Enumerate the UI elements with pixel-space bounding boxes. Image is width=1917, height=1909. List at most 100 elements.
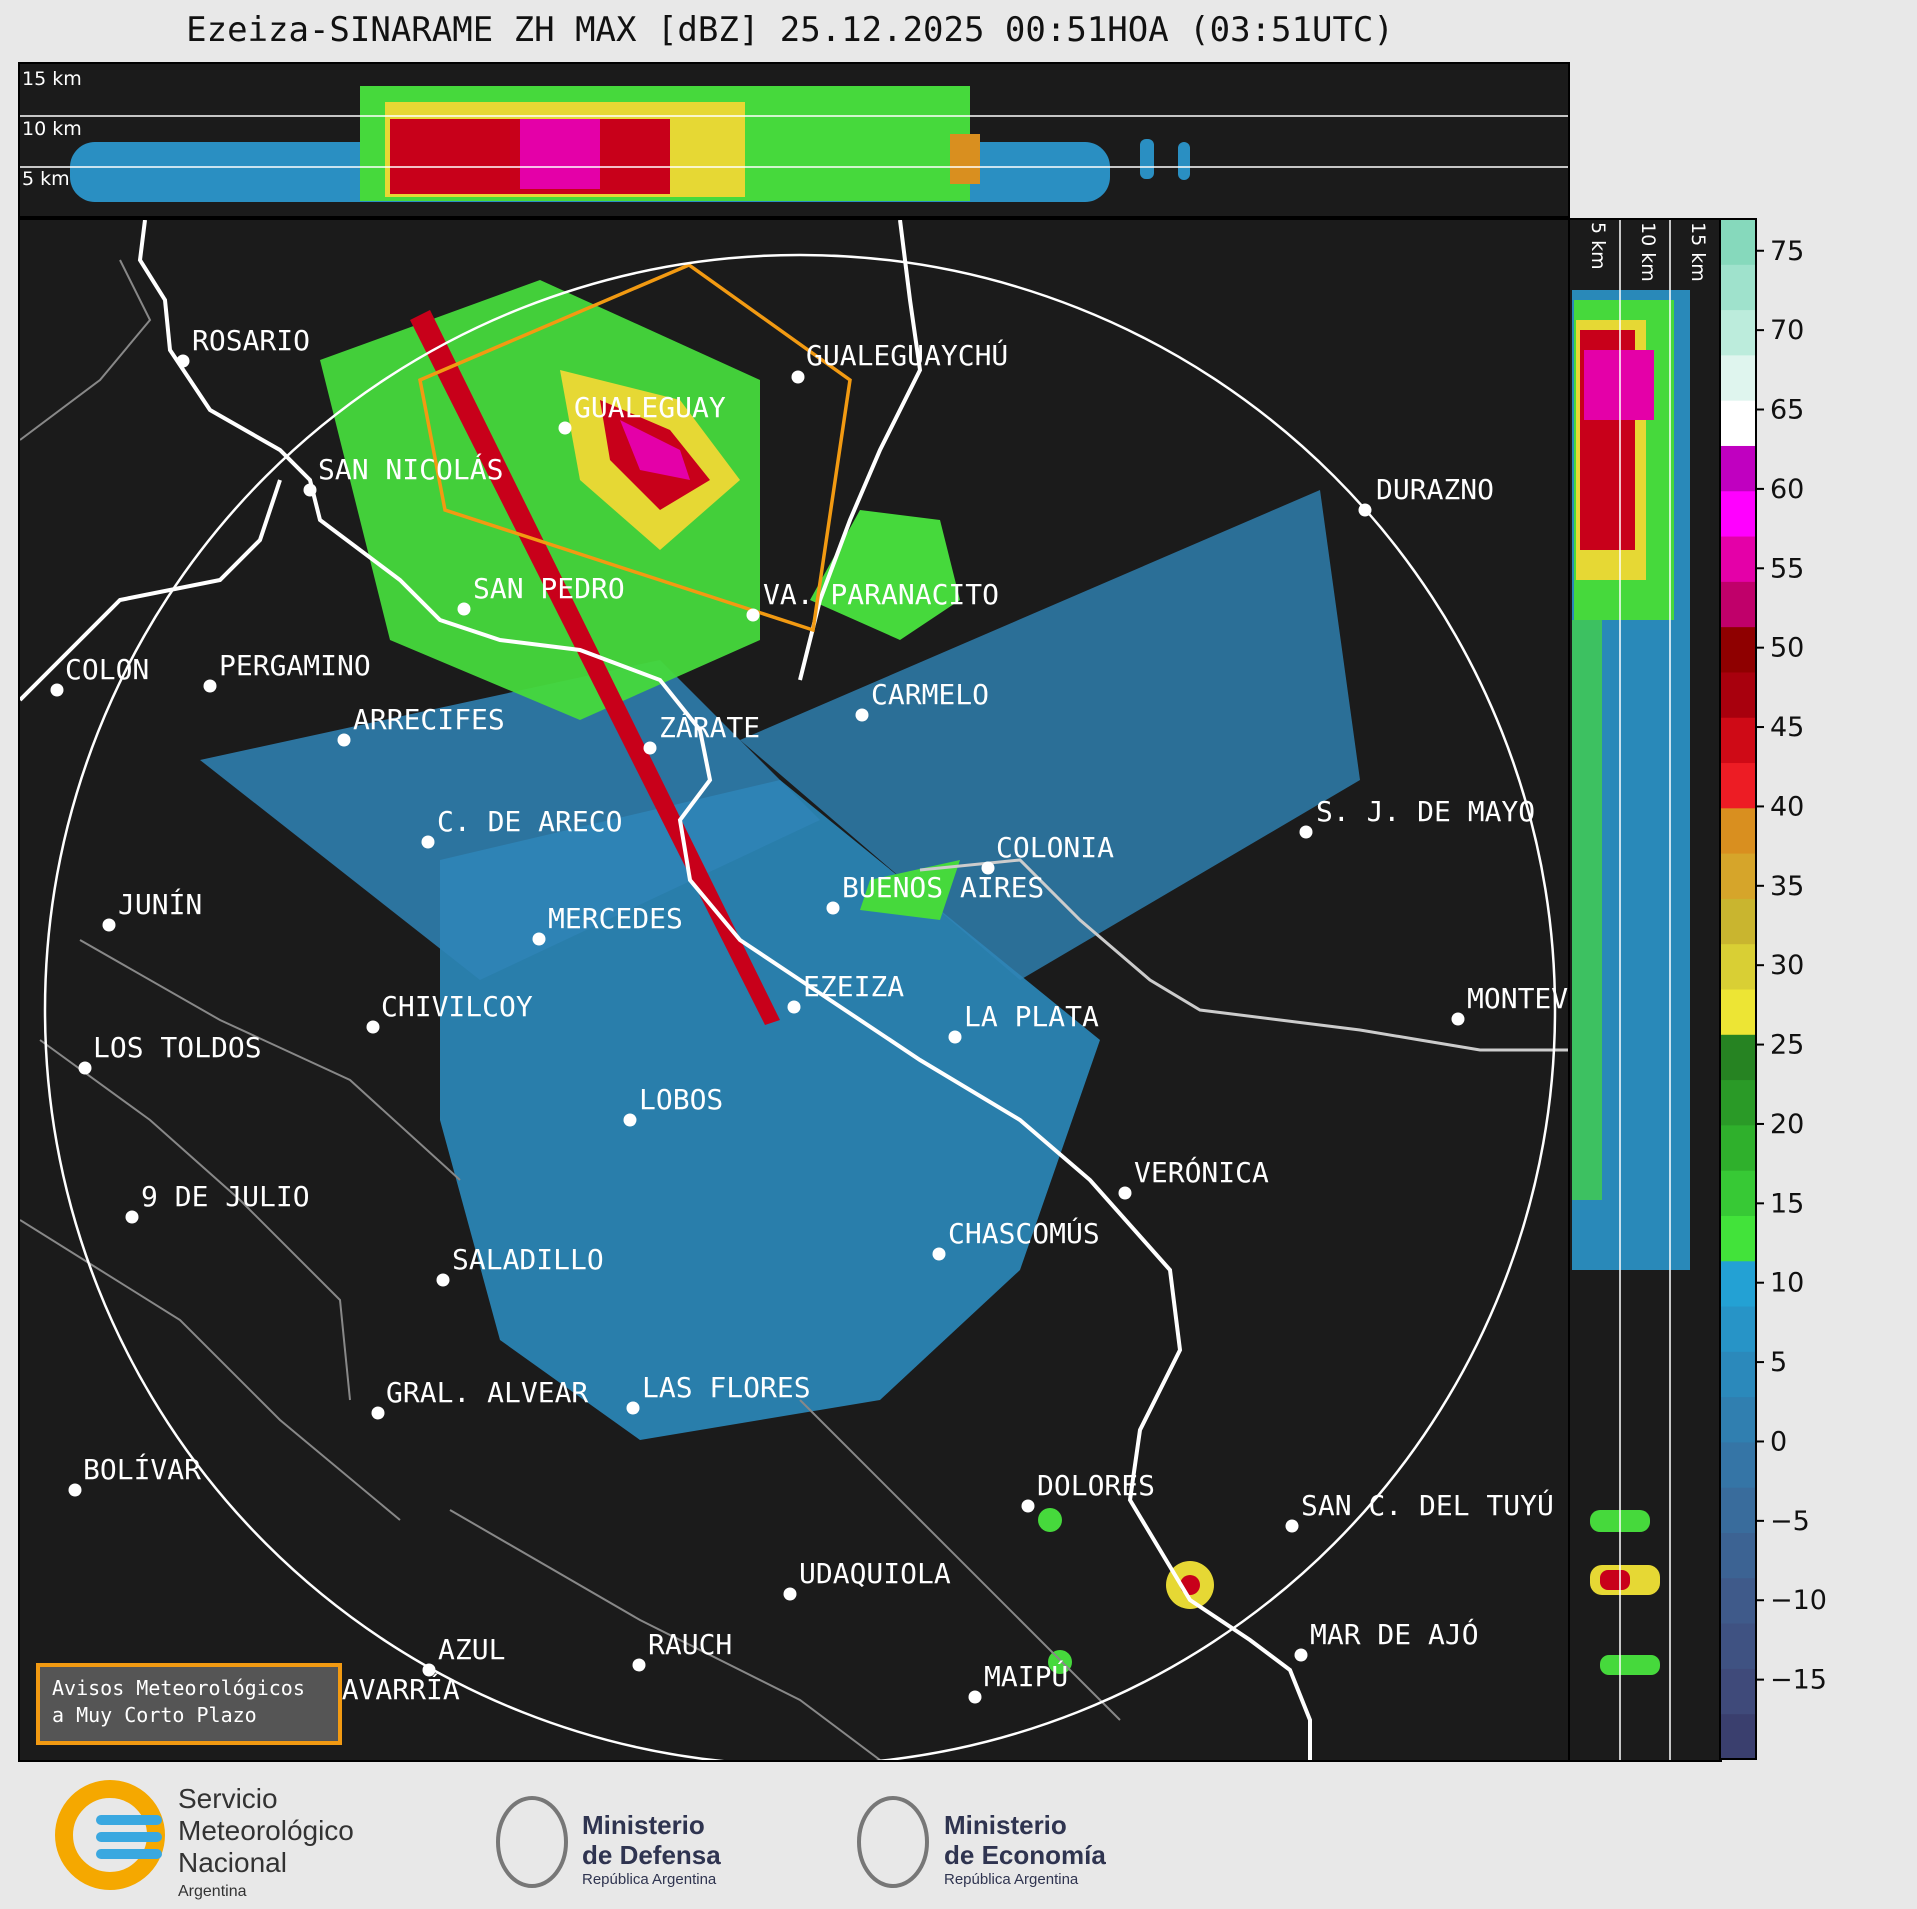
smn-line2: Meteorológico [178,1815,354,1846]
echo-right-magenta [1584,350,1654,420]
colorbar-tick-label: 15 [1770,1188,1804,1219]
city-dot [371,1406,385,1420]
defensa-line3: República Argentina [582,1871,717,1888]
city-label: COLONIA [996,831,1114,864]
city-label: MERCEDES [548,902,683,935]
city-marker: JUNÍN [102,887,202,932]
city-dot [68,1483,82,1497]
colorbar-swatch [1720,1396,1756,1443]
colorbar-tick-label: 60 [1770,474,1804,505]
colorbar-swatch [1720,853,1756,899]
city-dot [436,1273,450,1287]
city-dot [125,1210,139,1224]
radar-map-svg: ROSARIO GUALEGUAYCHÚ GUALEGUAY SAN NICOLÁS D… [20,220,1568,1760]
city-label: ZÁRATE [659,710,760,744]
city-dot [981,861,995,875]
economia-line2: de Economía [944,1840,1106,1870]
right-height-profile-panel: 5 km 10 km 15 km [1568,218,1722,1762]
city-dot [643,741,657,755]
city-label: JUNÍN [118,887,202,921]
city-marker: COLON [50,653,149,697]
river-parana-rio-de-la-plata [137,220,1312,1760]
colorbar-swatch [1720,1532,1756,1579]
colorbar-swatch [1720,536,1756,582]
city-dot [337,733,351,747]
colorbar-swatch [1720,1668,1756,1715]
city-label: C. DE ARECO [437,805,622,838]
echo-storm-east [810,510,960,640]
colorbar-tick-label: 10 [1770,1268,1804,1299]
city-dot [932,1247,946,1261]
city-marker: VERÓNICA [1118,1155,1269,1200]
city-label: BUENOS AIRES [842,871,1044,904]
colorbar-swatch [1720,1351,1756,1398]
city-marker: ZÁRATE [643,710,760,755]
colorbar-swatch [1720,309,1756,356]
height-label-right-15km: 15 km [1687,222,1709,282]
colorbar-swatch [1720,445,1756,492]
city-marker: LAS FLORES [626,1371,811,1415]
height-label-10km: 10 km [22,118,82,140]
defensa-line1: Ministerio [582,1810,705,1840]
echo-storm-magenta [620,420,690,480]
colorbar-tick-label: −5 [1770,1506,1810,1537]
city-marker: SAN NICOLÁS [303,452,503,497]
defensa-shield-icon [496,1796,568,1888]
city-dot [422,1663,436,1677]
boundary-1 [20,259,152,441]
smn-wave-1 [96,1815,162,1825]
echo-dolores-cell [1038,1508,1062,1532]
economia-shield-icon [857,1796,929,1888]
smn-logo: Servicio Meteorológico Nacional Argentin… [55,1780,354,1900]
city-label: VERÓNICA [1134,1155,1269,1189]
colorbar-tick-label: 0 [1770,1426,1787,1457]
echo-radial-streak [410,310,780,1025]
city-marker: C. DE ARECO [421,805,622,849]
top-height-profile-panel: 15 km 10 km 5 km [18,62,1570,218]
city-dot [1299,825,1313,839]
city-label: VA. PARANACITO [763,578,999,611]
city-marker: LOS TOLDOS [78,1031,262,1075]
boundaries [20,259,1121,1760]
colorbar-swatch [1720,989,1756,1035]
colorbar-swatch [1720,1306,1756,1352]
city-marker: CHIVILCOY [366,990,533,1034]
colorbar-swatch [1720,219,1756,265]
city-label: SAN C. DEL TUYÚ [1301,1488,1554,1522]
avisos-meteorologicos-button[interactable]: Avisos Meteorológicos a Muy Corto Plazo [36,1663,342,1745]
boundary-4 [449,1509,881,1760]
city-dot [1294,1648,1308,1662]
colorbar-swatch [1720,898,1756,945]
city-label: 9 DE JULIO [141,1180,310,1213]
city-marker: UDAQUIOLA [783,1557,951,1601]
boundary-6 [39,1039,351,1401]
echo-right-green-lower [1572,620,1602,1200]
colorbar-swatch [1720,1713,1756,1760]
city-dot [1118,1186,1132,1200]
city-label: RAUCH [648,1628,732,1661]
footer-logos: Servicio Meteorológico Nacional Argentin… [0,1760,1917,1909]
city-dot [176,354,190,368]
river-uruguay [798,220,923,681]
avisos-line2: a Muy Corto Plazo [52,1703,257,1727]
city-label: LOS TOLDOS [93,1031,262,1064]
colorbar-tick-label: −10 [1770,1585,1827,1616]
colorbar-frame [1719,218,1757,1760]
city-marker: GUALEGUAYCHÚ [791,338,1008,384]
city-marker: EZEIZA [787,970,904,1014]
smn-line3: Nacional [178,1847,287,1878]
colorbar-swatch [1720,1260,1756,1307]
city-label: SAN NICOLÁS [318,452,503,486]
boundary-5 [799,1399,1121,1721]
colorbar-swatch [1720,1623,1756,1669]
echo-northeast [740,490,1360,980]
city-dot [102,918,116,932]
smn-line4: Argentina [178,1883,247,1900]
city-label: BOLÍVAR [83,1452,201,1486]
colorbar-tick-label: 35 [1770,871,1804,902]
city-dot [623,1113,637,1127]
colorbar-tick-label: 65 [1770,395,1804,426]
height-label-5km: 5 km [22,168,70,190]
city-label: SAN PEDRO [473,572,625,605]
city-marker: CHASCOMÚS [932,1216,1100,1261]
